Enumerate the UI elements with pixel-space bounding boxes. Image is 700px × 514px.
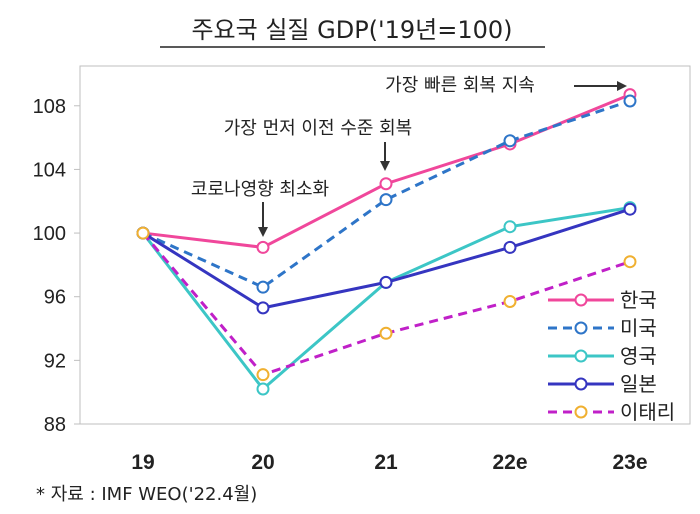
annotation-text: 가장 빠른 회복 지속 — [385, 75, 535, 96]
y-tick-label: 96 — [44, 287, 66, 309]
legend-label: 이태리 — [620, 400, 675, 424]
x-tick-label: 21 — [374, 451, 398, 474]
data-point — [256, 240, 270, 254]
data-point — [256, 301, 270, 315]
data-point — [503, 220, 517, 234]
plot-area — [79, 65, 691, 425]
legend-label: 영국 — [620, 344, 657, 368]
data-point — [379, 326, 393, 340]
annotation-text: 코로나영향 최소화 — [191, 179, 329, 200]
data-point — [256, 368, 270, 382]
legend-marker — [574, 377, 588, 391]
annotations: 코로나영향 최소화 가장 먼저 이전 수준 회복 가장 빠른 회복 지속 — [191, 75, 627, 237]
data-point — [379, 275, 393, 289]
data-point — [503, 134, 517, 148]
legend-marker — [574, 293, 588, 307]
data-point — [503, 240, 517, 254]
x-tick-label: 19 — [131, 451, 154, 474]
legend-label: 한국 — [620, 288, 657, 312]
y-tick-label: 92 — [44, 350, 66, 372]
x-tick-label: 20 — [251, 451, 274, 474]
data-point — [623, 94, 637, 108]
data-point — [379, 193, 393, 207]
y-tick-label: 104 — [33, 159, 66, 181]
annotation-text: 가장 먼저 이전 수준 회복 — [224, 118, 413, 139]
data-point — [623, 202, 637, 216]
data-point — [623, 255, 637, 269]
legend-marker — [574, 405, 588, 419]
data-point — [256, 280, 270, 294]
legend-marker — [574, 349, 588, 363]
chart-title: 주요국 실질 GDP('19년=100) — [191, 16, 512, 44]
data-point — [256, 382, 270, 396]
legend-label: 일본 — [620, 372, 657, 396]
legend-label: 미국 — [620, 316, 657, 340]
series-lines — [136, 88, 637, 396]
y-tick-label: 88 — [44, 414, 66, 436]
x-tick-label: 23e — [612, 451, 647, 474]
chart-title-group: 주요국 실질 GDP('19년=100) — [160, 16, 545, 48]
data-point — [503, 294, 517, 308]
axes: 88 92 96 100 104 108 19 20 21 22e 23e — [33, 96, 648, 474]
data-point — [379, 177, 393, 191]
y-tick-label: 100 — [33, 223, 66, 245]
source-note: * 자료 : IMF WEO('22.4월) — [36, 484, 257, 505]
y-tick-label: 108 — [33, 96, 66, 118]
legend-marker — [574, 321, 588, 335]
data-point — [136, 226, 150, 240]
x-tick-label: 22e — [492, 451, 527, 474]
